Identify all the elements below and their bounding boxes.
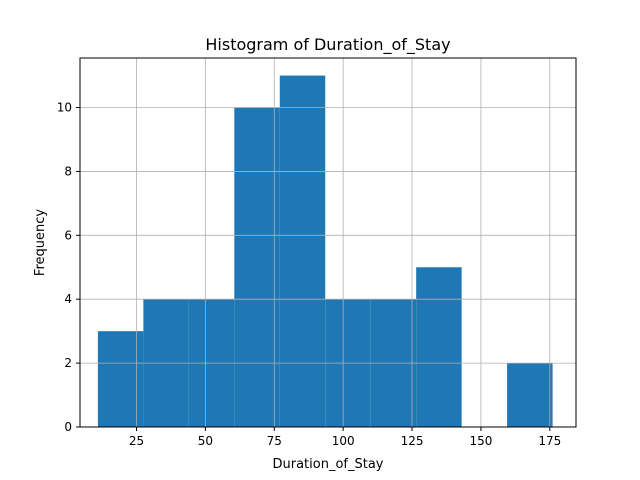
y-tick-label: 6	[64, 228, 72, 242]
histogram-bar	[416, 267, 462, 427]
x-tick-label: 125	[401, 434, 424, 448]
y-tick-label: 0	[64, 420, 72, 434]
x-tick-label: 25	[129, 434, 144, 448]
x-axis-label: Duration_of_Stay	[272, 457, 383, 472]
y-axis-label: Frequency	[33, 209, 48, 276]
x-tick-label: 75	[267, 434, 282, 448]
chart-title: Histogram of Duration_of_Stay	[205, 35, 450, 55]
y-tick-label: 2	[64, 356, 72, 370]
x-tick-label: 100	[332, 434, 355, 448]
x-tick-label: 175	[538, 434, 561, 448]
histogram-bar	[234, 107, 280, 428]
histogram-bar	[97, 331, 144, 427]
x-tick-label: 50	[198, 434, 213, 448]
histogram-bar	[279, 75, 326, 428]
y-tick-label: 10	[57, 101, 72, 115]
y-tick-label: 8	[64, 164, 72, 178]
histogram-bar	[507, 363, 553, 427]
plot-frame	[79, 57, 577, 428]
x-tick-label: 150	[469, 434, 492, 448]
y-axis-ticks: 0 2 4 6 8 10	[57, 101, 80, 434]
x-axis-ticks: 25 50 75 100 125 150 175	[129, 427, 561, 448]
y-tick-label: 4	[64, 292, 72, 306]
